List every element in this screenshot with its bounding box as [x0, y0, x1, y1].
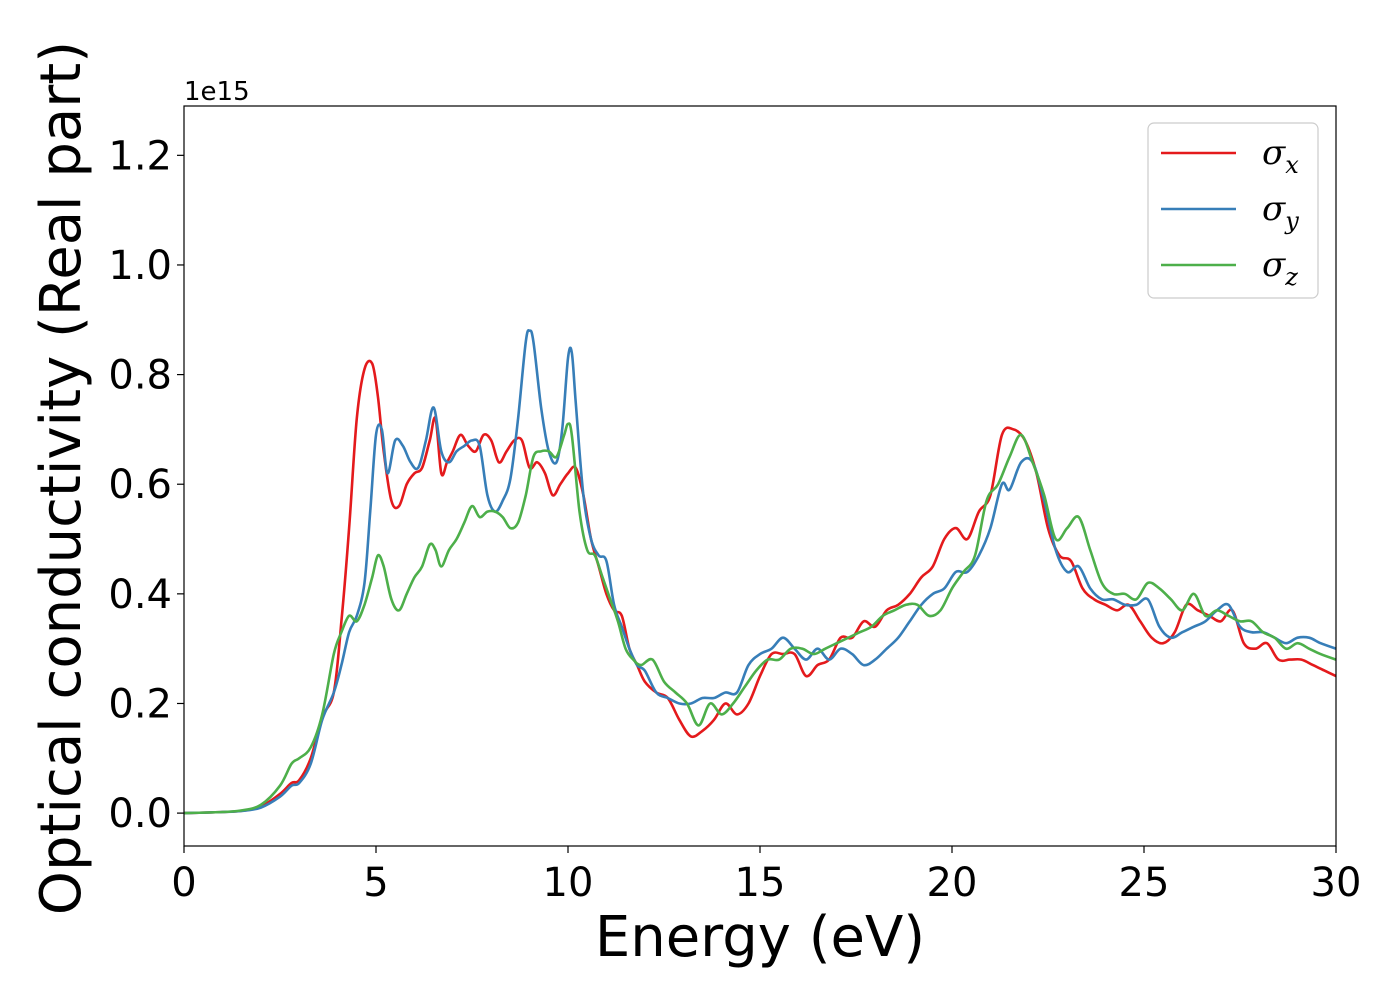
x-tick-label: 10 — [543, 860, 594, 906]
y-offset-label: 1e15 — [184, 77, 250, 107]
series-line-x — [184, 359, 1336, 815]
series-layer — [184, 329, 1336, 815]
y-axis-ticks: 0.0 0.2 0.4 0.6 0.8 1.0 1.2 — [108, 133, 184, 837]
legend-box — [1147, 122, 1319, 299]
x-tick-label: 15 — [735, 860, 786, 906]
legend: σx σy σz — [1147, 122, 1319, 299]
legend-label-x: σx — [1262, 133, 1299, 179]
y-axis-label: Optical conductivity (Real part) — [29, 41, 94, 915]
x-tick-label: 20 — [927, 860, 978, 906]
y-tick-label: 0.8 — [108, 353, 172, 399]
y-tick-label: 0.2 — [108, 681, 172, 727]
y-tick-label: 0.4 — [108, 572, 172, 618]
x-tick-label: 25 — [1119, 860, 1170, 906]
x-tick-label: 30 — [1311, 860, 1362, 906]
y-tick-label: 0.6 — [108, 462, 172, 508]
y-tick-label: 1.2 — [108, 133, 172, 179]
y-tick-label: 0.0 — [108, 791, 172, 837]
series-line-y — [184, 329, 1336, 815]
series-line-z — [184, 422, 1336, 815]
legend-label-z: σz — [1262, 245, 1298, 291]
y-tick-label: 1.0 — [108, 243, 172, 289]
x-axis-ticks: 0 5 10 15 20 25 30 — [171, 846, 1361, 906]
x-tick-label: 5 — [363, 860, 388, 906]
x-axis-label: Energy (eV) — [595, 905, 925, 970]
legend-label-y: σy — [1262, 189, 1299, 235]
x-tick-label: 0 — [171, 860, 196, 906]
